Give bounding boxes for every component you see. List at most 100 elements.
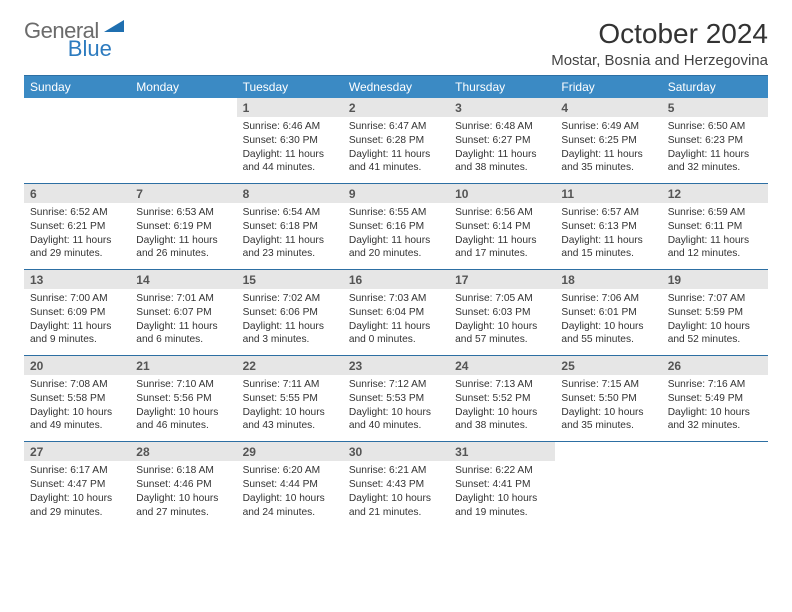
- day-details: Sunrise: 7:06 AMSunset: 6:01 PMDaylight:…: [555, 289, 661, 355]
- day-number: 27: [24, 442, 130, 461]
- calendar-day-cell: ..: [130, 98, 236, 184]
- daylight-text: Daylight: 10 hours and 21 minutes.: [349, 492, 443, 520]
- day-number: 8: [237, 184, 343, 203]
- day-details: Sunrise: 7:07 AMSunset: 5:59 PMDaylight:…: [662, 289, 768, 355]
- daylight-text: Daylight: 10 hours and 19 minutes.: [455, 492, 549, 520]
- calendar-day-cell: 19Sunrise: 7:07 AMSunset: 5:59 PMDayligh…: [662, 270, 768, 356]
- sunrise-text: Sunrise: 6:59 AM: [668, 206, 762, 220]
- sunrise-text: Sunrise: 6:20 AM: [243, 464, 337, 478]
- sunrise-text: Sunrise: 6:46 AM: [243, 120, 337, 134]
- sunset-text: Sunset: 6:01 PM: [561, 306, 655, 320]
- daylight-text: Daylight: 10 hours and 35 minutes.: [561, 406, 655, 434]
- daylight-text: Daylight: 11 hours and 12 minutes.: [668, 234, 762, 262]
- sunset-text: Sunset: 6:14 PM: [455, 220, 549, 234]
- day-details: Sunrise: 7:00 AMSunset: 6:09 PMDaylight:…: [24, 289, 130, 355]
- day-number: 24: [449, 356, 555, 375]
- daylight-text: Daylight: 11 hours and 44 minutes.: [243, 148, 337, 176]
- sunset-text: Sunset: 5:53 PM: [349, 392, 443, 406]
- day-details: Sunrise: 6:49 AMSunset: 6:25 PMDaylight:…: [555, 117, 661, 183]
- day-number: 12: [662, 184, 768, 203]
- day-number: 3: [449, 98, 555, 117]
- sunrise-text: Sunrise: 7:11 AM: [243, 378, 337, 392]
- day-details: Sunrise: 6:17 AMSunset: 4:47 PMDaylight:…: [24, 461, 130, 527]
- sunset-text: Sunset: 6:21 PM: [30, 220, 124, 234]
- day-number: 2: [343, 98, 449, 117]
- sunset-text: Sunset: 4:41 PM: [455, 478, 549, 492]
- calendar-day-cell: ..: [24, 98, 130, 184]
- sunrise-text: Sunrise: 6:50 AM: [668, 120, 762, 134]
- sunset-text: Sunset: 6:06 PM: [243, 306, 337, 320]
- daylight-text: Daylight: 10 hours and 40 minutes.: [349, 406, 443, 434]
- calendar-week: 27Sunrise: 6:17 AMSunset: 4:47 PMDayligh…: [24, 442, 768, 528]
- day-details: Sunrise: 6:55 AMSunset: 6:16 PMDaylight:…: [343, 203, 449, 269]
- calendar-day-cell: 13Sunrise: 7:00 AMSunset: 6:09 PMDayligh…: [24, 270, 130, 356]
- calendar-day-cell: 16Sunrise: 7:03 AMSunset: 6:04 PMDayligh…: [343, 270, 449, 356]
- day-number: 11: [555, 184, 661, 203]
- sunrise-text: Sunrise: 7:00 AM: [30, 292, 124, 306]
- sunrise-text: Sunrise: 6:57 AM: [561, 206, 655, 220]
- sunset-text: Sunset: 6:16 PM: [349, 220, 443, 234]
- calendar-day-cell: 3Sunrise: 6:48 AMSunset: 6:27 PMDaylight…: [449, 98, 555, 184]
- sunrise-text: Sunrise: 6:22 AM: [455, 464, 549, 478]
- sunrise-text: Sunrise: 6:17 AM: [30, 464, 124, 478]
- calendar-week: 13Sunrise: 7:00 AMSunset: 6:09 PMDayligh…: [24, 270, 768, 356]
- calendar-day-cell: 17Sunrise: 7:05 AMSunset: 6:03 PMDayligh…: [449, 270, 555, 356]
- day-details: Sunrise: 7:15 AMSunset: 5:50 PMDaylight:…: [555, 375, 661, 441]
- daylight-text: Daylight: 11 hours and 26 minutes.: [136, 234, 230, 262]
- daylight-text: Daylight: 10 hours and 46 minutes.: [136, 406, 230, 434]
- sunset-text: Sunset: 6:23 PM: [668, 134, 762, 148]
- sunset-text: Sunset: 5:56 PM: [136, 392, 230, 406]
- day-number: 18: [555, 270, 661, 289]
- sunset-text: Sunset: 5:50 PM: [561, 392, 655, 406]
- day-number: 14: [130, 270, 236, 289]
- sunrise-text: Sunrise: 6:56 AM: [455, 206, 549, 220]
- calendar-day-cell: 1Sunrise: 6:46 AMSunset: 6:30 PMDaylight…: [237, 98, 343, 184]
- calendar-day-cell: 8Sunrise: 6:54 AMSunset: 6:18 PMDaylight…: [237, 184, 343, 270]
- calendar-day-cell: ..: [662, 442, 768, 528]
- daylight-text: Daylight: 11 hours and 17 minutes.: [455, 234, 549, 262]
- sunset-text: Sunset: 6:19 PM: [136, 220, 230, 234]
- day-number: 6: [24, 184, 130, 203]
- day-number: 9: [343, 184, 449, 203]
- sunrise-text: Sunrise: 6:48 AM: [455, 120, 549, 134]
- day-number: 22: [237, 356, 343, 375]
- calendar-day-cell: 2Sunrise: 6:47 AMSunset: 6:28 PMDaylight…: [343, 98, 449, 184]
- sunset-text: Sunset: 6:09 PM: [30, 306, 124, 320]
- sunset-text: Sunset: 6:28 PM: [349, 134, 443, 148]
- day-number: 26: [662, 356, 768, 375]
- sunset-text: Sunset: 5:58 PM: [30, 392, 124, 406]
- calendar-week: ....1Sunrise: 6:46 AMSunset: 6:30 PMDayl…: [24, 98, 768, 184]
- day-details: Sunrise: 6:47 AMSunset: 6:28 PMDaylight:…: [343, 117, 449, 183]
- day-details: Sunrise: 6:46 AMSunset: 6:30 PMDaylight:…: [237, 117, 343, 183]
- sunrise-text: Sunrise: 6:18 AM: [136, 464, 230, 478]
- daylight-text: Daylight: 11 hours and 6 minutes.: [136, 320, 230, 348]
- calendar-day-cell: 4Sunrise: 6:49 AMSunset: 6:25 PMDaylight…: [555, 98, 661, 184]
- day-details: Sunrise: 7:13 AMSunset: 5:52 PMDaylight:…: [449, 375, 555, 441]
- dow-header: Thursday: [449, 76, 555, 98]
- calendar-day-cell: 29Sunrise: 6:20 AMSunset: 4:44 PMDayligh…: [237, 442, 343, 528]
- calendar-day-cell: 7Sunrise: 6:53 AMSunset: 6:19 PMDaylight…: [130, 184, 236, 270]
- calendar-day-cell: 18Sunrise: 7:06 AMSunset: 6:01 PMDayligh…: [555, 270, 661, 356]
- daylight-text: Daylight: 10 hours and 49 minutes.: [30, 406, 124, 434]
- day-number: 1: [237, 98, 343, 117]
- calendar-day-cell: 15Sunrise: 7:02 AMSunset: 6:06 PMDayligh…: [237, 270, 343, 356]
- day-details: Sunrise: 6:59 AMSunset: 6:11 PMDaylight:…: [662, 203, 768, 269]
- day-number: 16: [343, 270, 449, 289]
- sunrise-text: Sunrise: 7:16 AM: [668, 378, 762, 392]
- daylight-text: Daylight: 10 hours and 55 minutes.: [561, 320, 655, 348]
- day-details: Sunrise: 6:21 AMSunset: 4:43 PMDaylight:…: [343, 461, 449, 527]
- sunset-text: Sunset: 5:55 PM: [243, 392, 337, 406]
- title-block: October 2024 Mostar, Bosnia and Herzegov…: [551, 18, 768, 69]
- calendar-day-cell: 6Sunrise: 6:52 AMSunset: 6:21 PMDaylight…: [24, 184, 130, 270]
- dow-header: Saturday: [662, 76, 768, 98]
- calendar-day-cell: 26Sunrise: 7:16 AMSunset: 5:49 PMDayligh…: [662, 356, 768, 442]
- calendar-day-cell: 24Sunrise: 7:13 AMSunset: 5:52 PMDayligh…: [449, 356, 555, 442]
- day-details: Sunrise: 7:01 AMSunset: 6:07 PMDaylight:…: [130, 289, 236, 355]
- sunrise-text: Sunrise: 7:07 AM: [668, 292, 762, 306]
- calendar-day-cell: 28Sunrise: 6:18 AMSunset: 4:46 PMDayligh…: [130, 442, 236, 528]
- sunrise-text: Sunrise: 6:54 AM: [243, 206, 337, 220]
- sunrise-text: Sunrise: 7:06 AM: [561, 292, 655, 306]
- day-number: 17: [449, 270, 555, 289]
- location-subtitle: Mostar, Bosnia and Herzegovina: [551, 52, 768, 69]
- calendar-day-cell: 27Sunrise: 6:17 AMSunset: 4:47 PMDayligh…: [24, 442, 130, 528]
